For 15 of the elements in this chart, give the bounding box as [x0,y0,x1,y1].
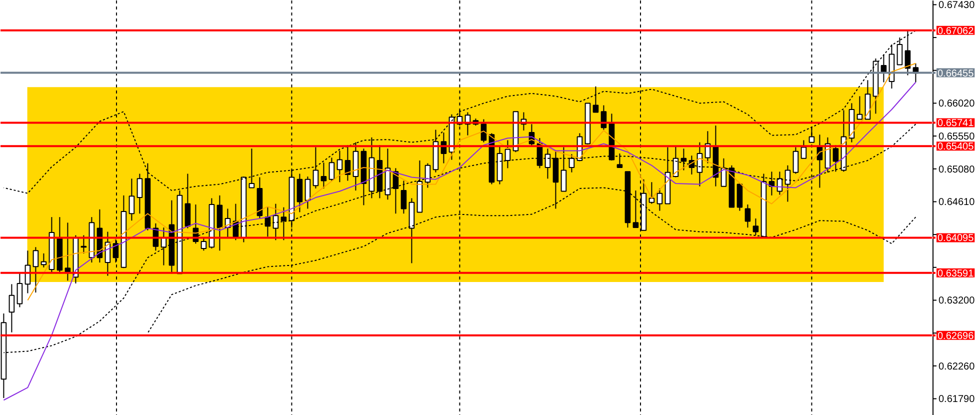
ref-line-label: 0.66455 [938,68,974,80]
y-tick-label: 0.67430 [938,0,976,12]
ref-line-label: 0.67062 [938,26,974,37]
y-tick-label: 0.65080 [938,164,976,176]
ref-line-label: 0.62696 [938,330,974,342]
y-tick-label: 0.65550 [938,132,976,143]
y-tick-label: 0.66020 [938,98,976,110]
ref-line-label: 0.63591 [938,268,974,280]
y-tick-label: 0.63200 [938,296,976,307]
ref-line-label: 0.65405 [938,142,974,153]
y-tick-label: 0.62260 [938,361,976,372]
ref-line-label: 0.65741 [938,118,974,130]
y-tick-label: 0.64610 [938,197,976,208]
y-tick-label: 0.61790 [938,394,976,406]
ref-line-label: 0.64095 [938,233,974,244]
